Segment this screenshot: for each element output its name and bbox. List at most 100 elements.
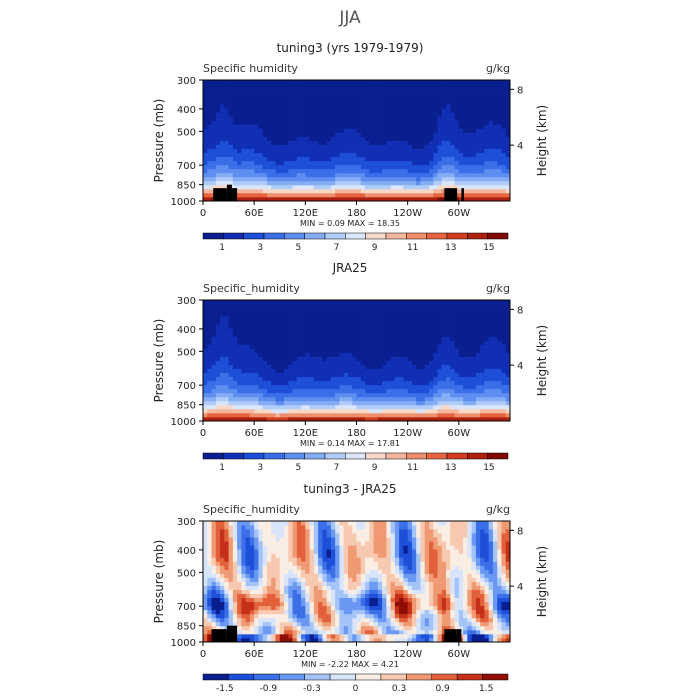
heatmap-cell <box>237 180 242 186</box>
heatmap-cell <box>458 192 464 198</box>
heatmap-cell <box>245 312 251 317</box>
heatmap-cell <box>279 196 285 202</box>
heatmap-cell <box>446 96 451 101</box>
heatmap-cell <box>365 312 370 317</box>
heatmap-cell <box>501 96 507 101</box>
heatmap-cell <box>313 328 319 333</box>
heatmap-cell <box>360 400 366 406</box>
heatmap-cell <box>271 152 276 158</box>
heatmap-cell <box>335 344 340 349</box>
heatmap-cell <box>313 300 319 305</box>
heatmap-cell <box>352 84 357 89</box>
heatmap-cell <box>228 356 234 361</box>
heatmap-cell <box>232 545 238 550</box>
heatmap-cell <box>220 533 225 538</box>
heatmap-cell <box>424 92 430 97</box>
heatmap-cell <box>390 180 396 186</box>
heatmap-cell <box>403 416 409 422</box>
heatmap-cell <box>220 565 225 570</box>
heatmap-cell <box>254 136 259 141</box>
heatmap-cell <box>420 136 426 141</box>
heatmap-cell <box>420 380 426 386</box>
heatmap-cell <box>228 328 234 333</box>
heatmap-cell <box>446 104 451 109</box>
heatmap-cell <box>207 132 212 137</box>
heatmap-cell <box>416 344 421 349</box>
heatmap-cell <box>335 144 340 149</box>
heatmap-cell <box>441 372 447 378</box>
heatmap-cell <box>407 192 413 198</box>
heatmap-cell <box>501 148 507 153</box>
heatmap-cell <box>296 332 302 337</box>
heatmap-cell <box>203 96 208 101</box>
heatmap-cell <box>232 96 238 101</box>
heatmap-cell <box>488 144 494 149</box>
heatmap-cell <box>203 340 208 345</box>
heatmap-cell <box>411 192 417 198</box>
heatmap-cell <box>377 92 383 97</box>
heatmap-cell <box>305 128 310 133</box>
heatmap-cell <box>262 557 268 562</box>
heatmap-cell <box>275 416 281 422</box>
heatmap-cell <box>220 148 225 153</box>
heatmap-cell <box>505 356 511 361</box>
heatmap-cell <box>386 184 392 190</box>
heatmap-cell <box>441 84 447 89</box>
heatmap-cell <box>220 308 225 313</box>
heatmap-cell <box>262 164 268 170</box>
heatmap-cell <box>424 308 430 313</box>
heatmap-cell <box>471 184 477 190</box>
heatmap-cell <box>232 408 238 414</box>
heatmap-cell <box>262 581 268 586</box>
heatmap-cell <box>471 180 477 186</box>
heatmap-cell <box>360 80 366 85</box>
heatmap-cell <box>275 316 281 321</box>
heatmap-cell <box>433 136 438 141</box>
heatmap-cell <box>365 348 370 353</box>
heatmap-cell <box>266 589 272 594</box>
heatmap-cell <box>279 160 285 166</box>
heatmap-cell <box>411 328 417 333</box>
heatmap-cell <box>437 88 443 93</box>
heatmap-cell <box>292 136 298 141</box>
heatmap-cell <box>313 340 319 345</box>
heatmap-cell <box>258 633 264 639</box>
heatmap-cell <box>330 164 336 170</box>
heatmap-cell <box>484 184 490 190</box>
heatmap-cell <box>258 328 264 333</box>
heatmap-cell <box>215 549 221 554</box>
heatmap-cell <box>505 324 511 329</box>
heatmap-cell <box>301 136 306 141</box>
heatmap-cell <box>339 320 345 325</box>
heatmap-cell <box>258 128 264 133</box>
heatmap-cell <box>339 116 345 121</box>
heatmap-cell <box>271 316 276 321</box>
heatmap-cell <box>241 565 247 570</box>
heatmap-cell <box>365 340 370 345</box>
heatmap-cell <box>433 368 438 373</box>
heatmap-cell <box>360 196 366 202</box>
heatmap-cell <box>292 340 298 345</box>
heatmap-cell <box>262 412 268 418</box>
heatmap-cell <box>441 188 447 194</box>
heatmap-cell <box>369 132 374 137</box>
heatmap-cell <box>480 140 485 145</box>
heatmap-cell <box>484 308 490 313</box>
heatmap-cell <box>424 364 430 369</box>
heatmap-cell <box>467 124 473 129</box>
heatmap-cell <box>245 621 251 627</box>
heatmap-cell <box>343 372 349 378</box>
heatmap-cell <box>292 388 298 394</box>
heatmap-cell <box>275 553 281 558</box>
heatmap-cell <box>215 84 221 89</box>
heatmap-cell <box>399 340 404 345</box>
heatmap-cell <box>224 549 229 554</box>
heatmap-cell <box>318 88 323 93</box>
heatmap-cell <box>249 541 255 546</box>
heatmap-cell <box>382 328 387 333</box>
heatmap-cell <box>207 533 212 538</box>
heatmap-cell <box>271 108 276 113</box>
heatmap-cell <box>275 537 281 542</box>
heatmap-cell <box>292 172 298 178</box>
heatmap-cell <box>428 116 434 121</box>
